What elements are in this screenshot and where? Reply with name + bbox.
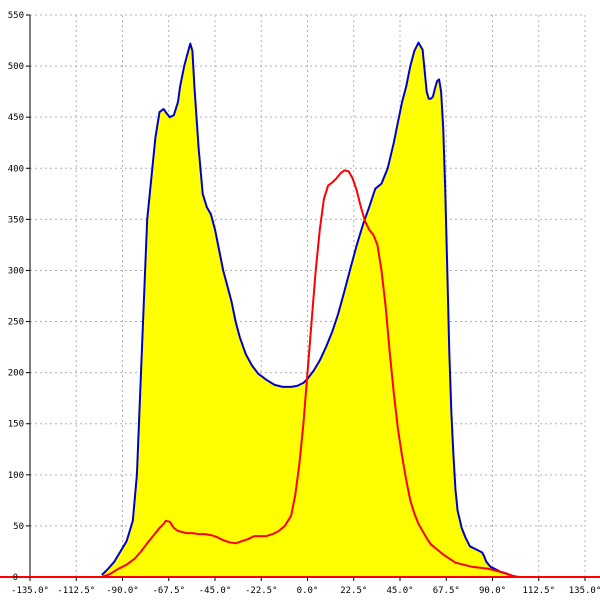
y-tick-label: 250 xyxy=(8,318,24,328)
x-tick-label: -112.5° xyxy=(57,586,95,596)
axes xyxy=(0,14,600,581)
y-tick-label: 150 xyxy=(8,420,24,430)
x-tick-label: 90.0° xyxy=(479,586,506,596)
series-line-red xyxy=(101,169,520,578)
y-tick-label: 350 xyxy=(8,215,24,225)
y-tick-label: 200 xyxy=(8,369,24,379)
filled-area-layer xyxy=(101,42,520,578)
y-tick-label: 300 xyxy=(8,266,24,276)
x-tick-label: -90.0° xyxy=(106,586,139,596)
x-tick-label: 135.0° xyxy=(569,586,600,596)
x-tick-label: 22.5° xyxy=(340,586,367,596)
x-tick-label: -45.0° xyxy=(199,586,232,596)
x-tick-label: -135.0° xyxy=(11,586,49,596)
y-tick-label: 400 xyxy=(8,164,24,174)
x-tick-label: 0.0° xyxy=(297,586,319,596)
series-line-blue xyxy=(101,41,520,578)
x-tick-label: 112.5° xyxy=(522,586,555,596)
x-tick-label: 67.5° xyxy=(433,586,460,596)
x-tick-label: 45.0° xyxy=(386,586,413,596)
y-tick-label: 550 xyxy=(8,11,24,21)
area-fill-blue xyxy=(101,42,520,578)
y-tick-label: 450 xyxy=(8,113,24,123)
y-tick-label: 50 xyxy=(13,522,24,532)
x-tick-label: -22.5° xyxy=(245,586,278,596)
tick-labels: 50 100 150 200 250 300 350 400 450 500 550 0 -135.0°… xyxy=(8,11,600,596)
series-lines-layer xyxy=(101,41,520,578)
x-tick-label: -67.5° xyxy=(152,586,185,596)
y-tick-label: 100 xyxy=(8,471,24,481)
y-tick-label: 500 xyxy=(8,62,24,72)
y-tick-label-zero: 0 xyxy=(13,573,18,583)
